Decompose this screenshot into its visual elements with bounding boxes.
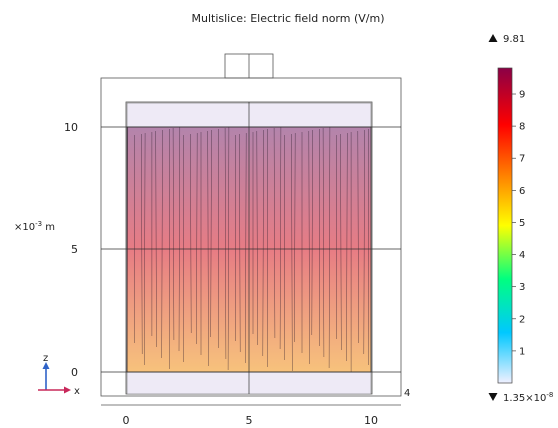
- streamline: [227, 126, 230, 371]
- streamline: [224, 127, 227, 360]
- x-tick-0: 0: [123, 414, 130, 427]
- max-arrow-icon: [488, 34, 498, 42]
- color-legend: 9.81 1 2 3 4 5 6 7 8 9 1.35×10-8: [488, 34, 553, 404]
- x-edge-label: 4: [404, 388, 410, 399]
- streamline: [328, 126, 331, 369]
- streamline: [207, 130, 209, 367]
- streamline: [357, 130, 359, 344]
- streamline: [178, 126, 181, 352]
- colorbar-tick-label: 8: [519, 122, 525, 133]
- streamline: [363, 129, 365, 355]
- streamline: [172, 127, 175, 341]
- streamline: [190, 133, 192, 334]
- streamline: [245, 132, 247, 364]
- field-streamlines: [126, 126, 369, 373]
- colorbar-tick-label: 3: [519, 282, 525, 293]
- grid-lines: [101, 102, 401, 394]
- streamline: [161, 129, 163, 359]
- x-tick-5: 5: [246, 414, 253, 427]
- colorbar-tick-label: 2: [519, 314, 525, 325]
- streamline: [346, 132, 348, 362]
- streamline: [155, 130, 157, 348]
- streamline: [273, 127, 276, 339]
- streamline: [308, 130, 310, 365]
- triad-x-label: x: [74, 386, 80, 397]
- z-axis-scale-label: ×10-3 m: [14, 220, 55, 233]
- colorbar-max-label: 9.81: [503, 34, 525, 45]
- z-tick-5: 5: [71, 243, 78, 256]
- streamline: [279, 126, 282, 350]
- colorbar-tick-label: 5: [519, 218, 525, 229]
- colorbar-ticks: 1 2 3 4 5 6 7 8 9: [512, 90, 525, 357]
- streamline: [311, 129, 313, 336]
- triad-z-label: z: [43, 353, 48, 364]
- streamline: [239, 133, 241, 353]
- streamline: [256, 130, 258, 346]
- plot-title: Multislice: Electric field norm (V/m): [191, 12, 384, 25]
- streamline: [291, 133, 293, 372]
- colorbar-tick-label: 4: [519, 250, 525, 261]
- streamline: [210, 129, 212, 338]
- colorbar-tick-label: 9: [519, 90, 525, 101]
- axis-triad: z x: [38, 353, 80, 397]
- streamline: [126, 126, 129, 373]
- streamline: [322, 127, 325, 358]
- streamline: [294, 132, 296, 343]
- z-tick-0: 0: [71, 366, 78, 379]
- streamline: [196, 132, 198, 345]
- streamline: [340, 133, 342, 351]
- min-arrow-icon: [488, 393, 498, 401]
- colorbar-tick-label: 1: [519, 346, 525, 357]
- colorbar-tick-label: 7: [519, 154, 525, 165]
- z-tick-10: 10: [64, 121, 78, 134]
- colorbar: [497, 67, 513, 384]
- x-tick-10: 10: [364, 414, 378, 427]
- colorbar-tick-label: 6: [519, 186, 525, 197]
- colorbar-min-label: 1.35×10-8: [503, 391, 553, 404]
- streamline: [262, 129, 264, 357]
- streamline: [141, 133, 143, 355]
